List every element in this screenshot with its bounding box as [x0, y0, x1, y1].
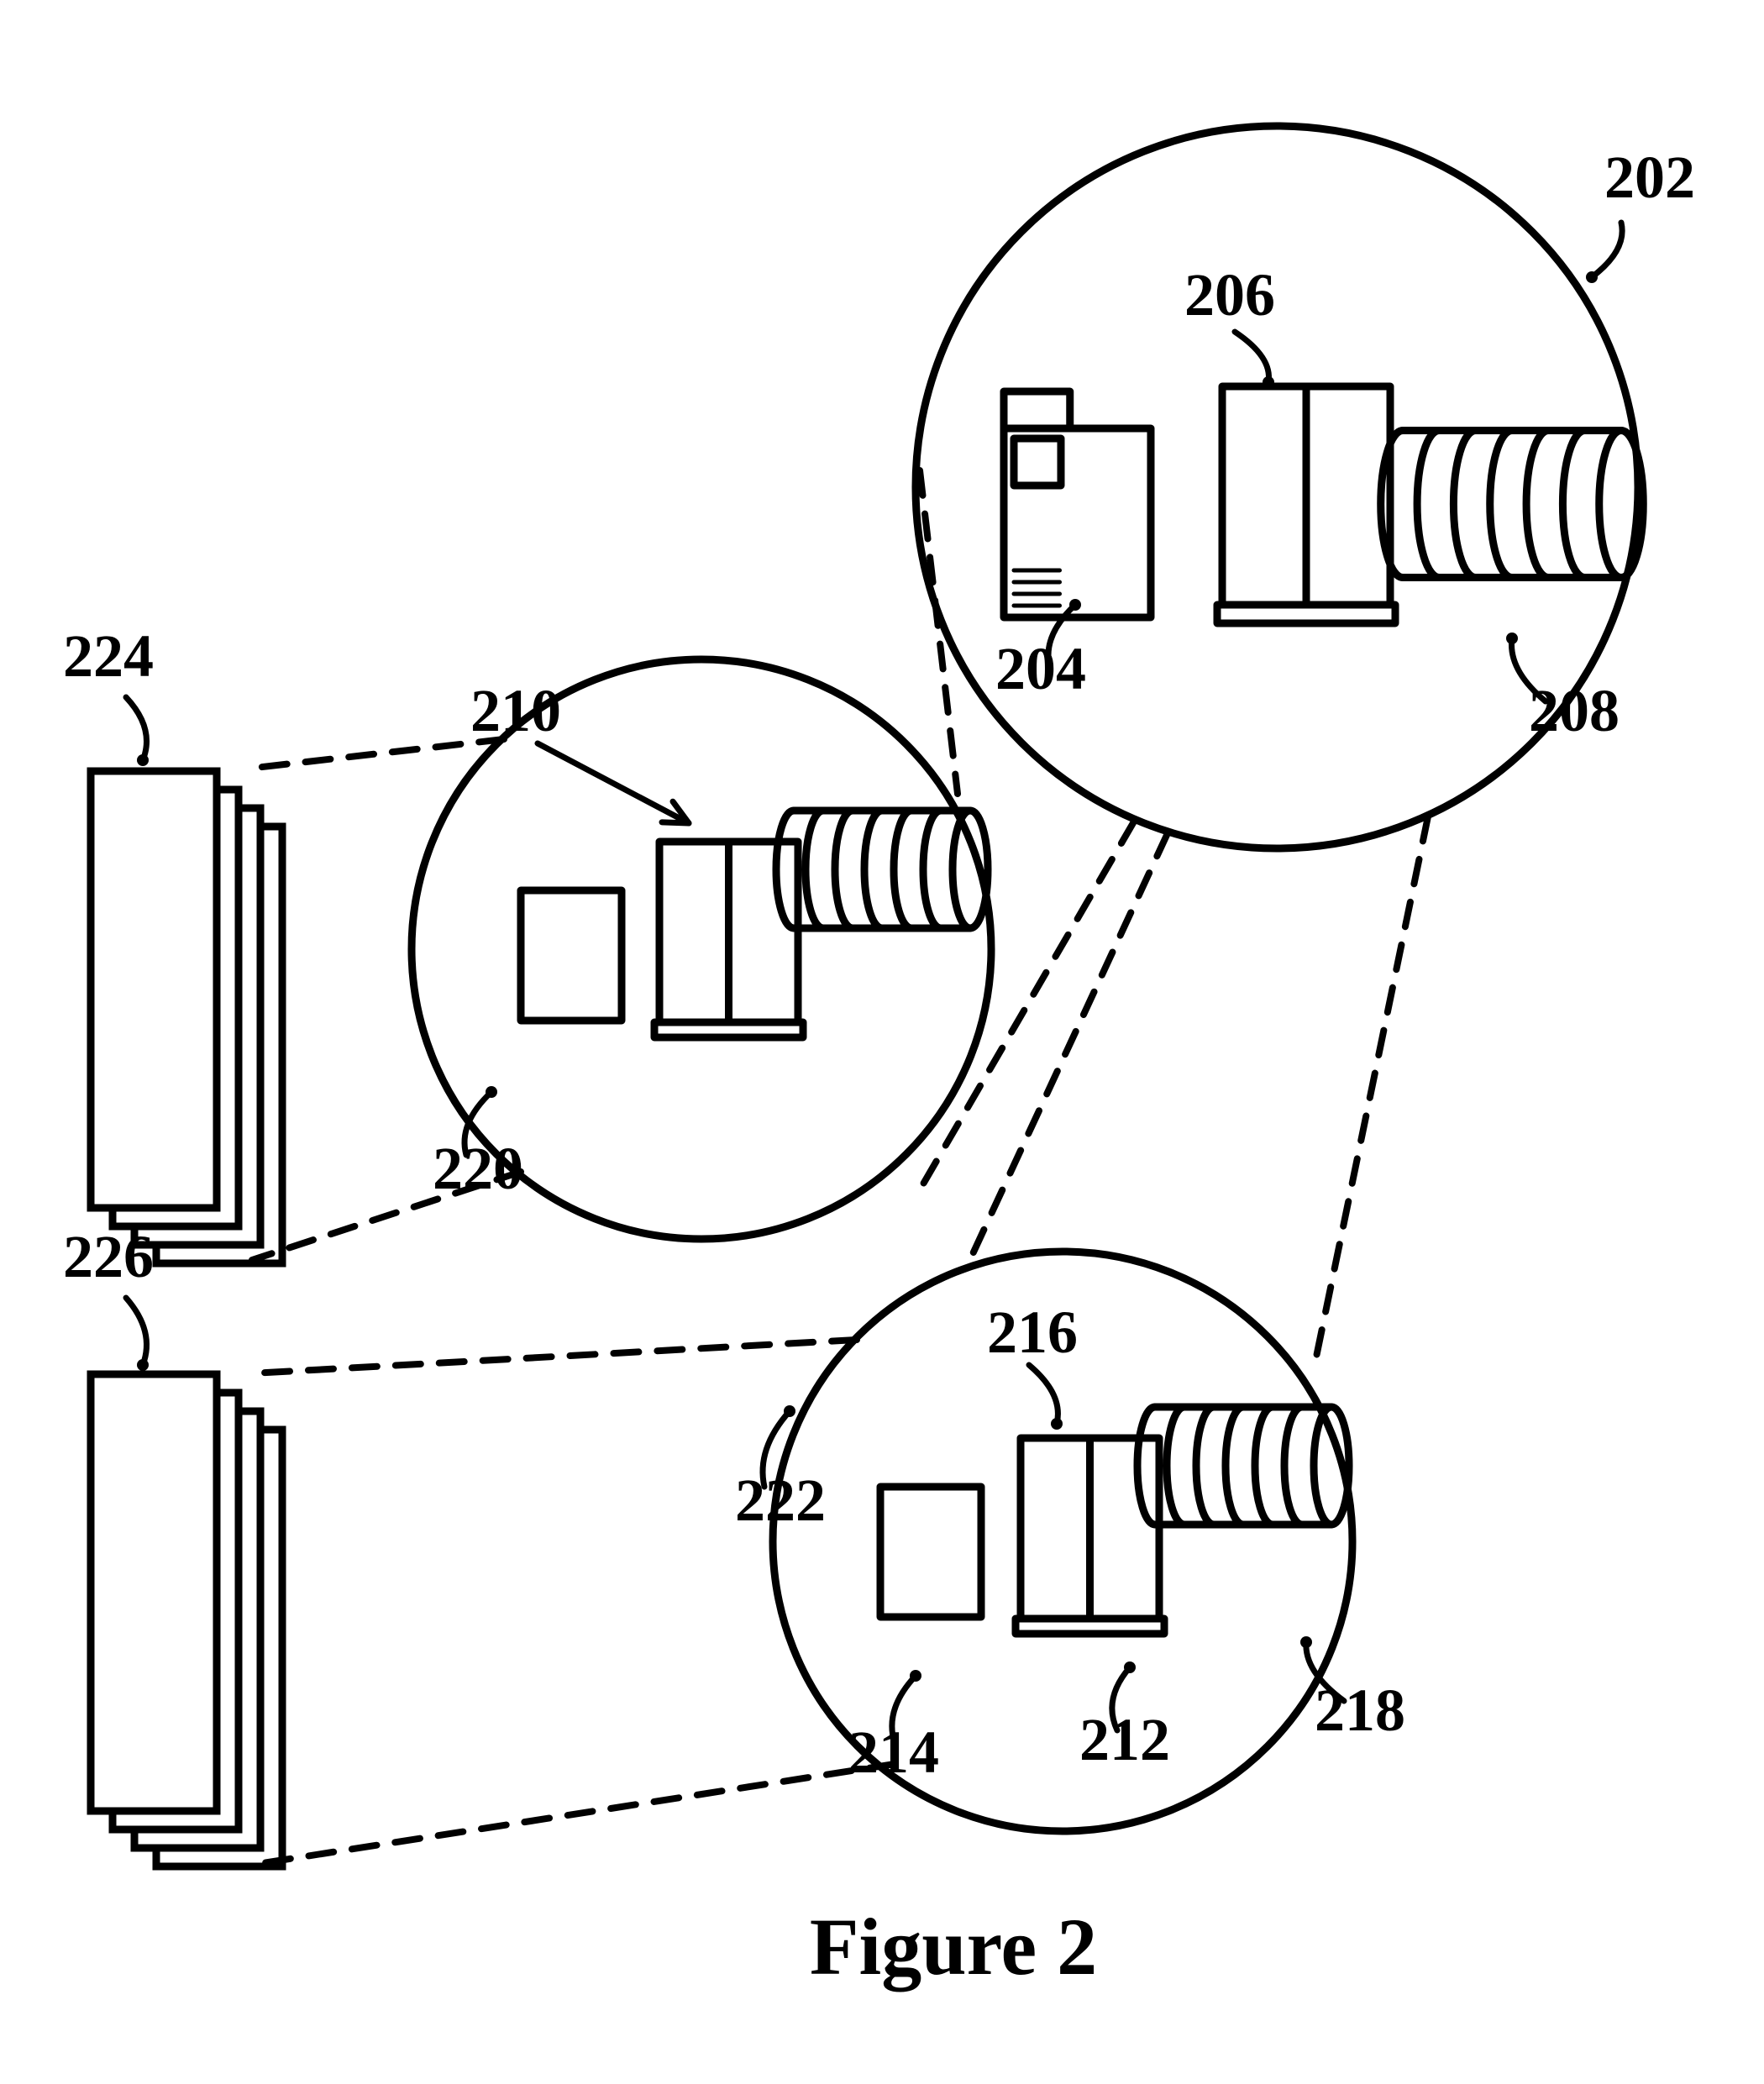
ref-label-214: 214	[848, 1719, 939, 1786]
ref-label-222: 222	[735, 1467, 826, 1534]
database-icon	[1137, 1407, 1349, 1525]
ref-label-216: 216	[987, 1299, 1078, 1366]
projection-line	[1315, 816, 1428, 1365]
leader-206	[1235, 332, 1274, 388]
projection-line	[966, 833, 1168, 1268]
figure-caption: Figure 2	[810, 1902, 1097, 1992]
projection-line	[920, 470, 958, 794]
projection-line	[252, 1764, 895, 1865]
projection-line	[252, 1340, 857, 1373]
card-stack-top	[91, 771, 282, 1263]
ref-label-224: 224	[63, 622, 154, 690]
device-icon	[521, 890, 622, 1021]
ref-label-206: 206	[1184, 261, 1275, 328]
leader-216	[1029, 1365, 1063, 1430]
leader-210	[538, 743, 689, 823]
server-icon	[1016, 1438, 1164, 1634]
server-icon	[654, 842, 803, 1037]
ref-label-212: 212	[1079, 1706, 1170, 1773]
leader-202	[1586, 223, 1622, 283]
ref-label-202: 202	[1604, 144, 1695, 211]
leader-226	[126, 1298, 149, 1371]
projection-line	[916, 822, 1134, 1197]
diagram-canvas: 202 208 206 204 210 220 222 214 212 216 218 224 226 F…	[0, 0, 1764, 2084]
ref-label-204: 204	[995, 635, 1086, 702]
server-icon	[1217, 386, 1395, 623]
card-stack-bottom	[91, 1374, 282, 1866]
database-icon	[1381, 431, 1644, 578]
leader-224	[126, 697, 149, 766]
database-icon	[776, 811, 988, 928]
device-icon	[880, 1487, 981, 1617]
ref-label-220: 220	[433, 1135, 523, 1202]
ref-label-226: 226	[63, 1223, 154, 1290]
ref-label-208: 208	[1529, 677, 1620, 744]
controller-card-icon	[1004, 391, 1151, 617]
ref-label-218: 218	[1315, 1677, 1405, 1744]
projection-line	[248, 739, 504, 769]
ref-label-210: 210	[470, 677, 561, 744]
